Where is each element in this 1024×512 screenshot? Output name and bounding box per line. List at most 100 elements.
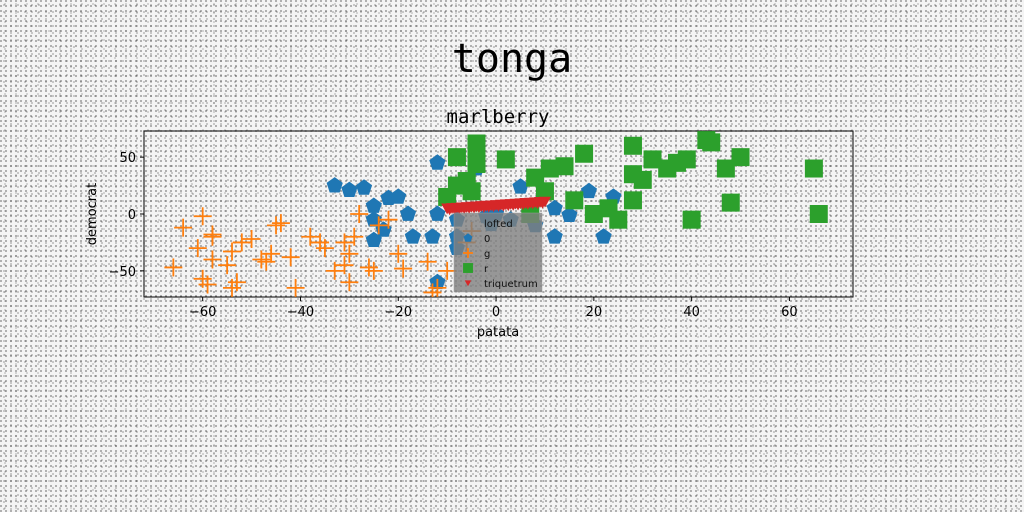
legend-label: 0 [484,234,490,245]
data-point-g [281,248,300,267]
data-point-0 [580,182,597,199]
data-point-g [423,283,442,297]
data-point-r [565,191,584,210]
data-point-0 [365,197,382,213]
legend: lofted 0 gr triquetrum [453,212,543,293]
data-point-g [389,244,408,263]
data-point-g [252,250,271,269]
data-point-g [311,233,330,252]
data-point-g [340,273,359,292]
data-point-r [623,191,642,210]
x-tick-label: −20 [385,305,412,320]
data-point-0 [595,228,612,244]
y-tick-label: −50 [109,265,136,280]
data-point-r [623,136,642,155]
data-point-r [609,210,628,229]
data-point-g [223,242,242,261]
data-point-r [809,205,828,223]
data-point-triquetrum [536,197,549,209]
data-point-g [286,278,305,297]
data-point-g [174,218,193,237]
data-point-g [267,216,286,235]
series-r [438,131,828,229]
data-point-g [359,258,378,277]
plot-title: marlberry [447,106,550,128]
data-point-r [633,170,652,189]
data-point-0 [429,205,446,221]
y-axis-label: democrat [85,183,100,245]
data-point-g [203,225,222,244]
data-point-g [232,233,251,252]
figure-title: tonga [451,36,573,82]
data-point-r [467,140,486,159]
data-point-0 [365,231,382,247]
data-point-0 [326,177,343,193]
data-point-0 [404,228,421,244]
data-point-r [535,182,554,201]
x-tick-label: 40 [683,305,700,320]
data-point-r [702,133,721,152]
data-point-g [262,244,281,263]
x-tick-label: 20 [586,305,603,320]
x-tick-label: −60 [189,305,216,320]
data-point-r [716,159,735,178]
data-point-0 [561,206,578,222]
data-point-g [428,278,447,297]
data-point-r [575,144,594,163]
data-point-0 [356,179,373,195]
x-tick-label: 0 [492,305,500,320]
y-tick-label: 0 [128,208,136,223]
data-point-g [203,250,222,269]
x-axis-label: patata [477,325,519,340]
data-point-g [438,261,457,280]
data-point-0 [546,228,563,244]
data-point-r [804,159,823,178]
data-point-0 [390,188,407,204]
legend-label: g [484,249,490,260]
data-point-r [540,159,559,178]
data-point-r [526,168,545,187]
y-axis: −50 0 50 [109,151,144,280]
data-point-0 [512,178,529,194]
data-point-r [467,154,486,173]
data-point-g [369,216,388,235]
data-point-g [335,233,354,252]
data-point-g [188,239,207,258]
data-point-r [731,148,750,167]
legend-title: lofted [484,219,513,230]
legend-marker-0 [463,233,473,242]
data-point-0 [429,154,446,170]
x-axis: −60 −40 −20 0 20 40 60 [189,297,798,320]
data-point-g [218,256,237,275]
x-tick-label: 60 [781,305,798,320]
legend-marker-g [463,248,473,258]
data-point-g [198,275,217,294]
data-point-r [457,172,476,191]
data-point-r [677,150,696,169]
legend-marker-r [463,263,473,273]
data-point-g [345,227,364,246]
data-point-g [418,252,437,271]
data-point-g [335,256,354,275]
data-point-g [340,244,359,263]
data-point-r [438,187,457,206]
data-point-r [584,205,603,223]
data-point-r [721,193,740,212]
data-point-0 [341,181,358,197]
data-point-g [242,230,261,249]
y-tick-label: 50 [119,151,136,166]
data-point-g [271,214,290,233]
data-point-r [447,148,466,167]
data-point-g [350,205,369,223]
data-point-r [496,150,515,169]
data-point-0 [424,228,441,244]
data-point-g [325,261,344,280]
x-tick-label: −40 [287,305,314,320]
data-point-g [164,258,183,277]
data-point-g [257,252,276,271]
data-point-g [379,210,398,229]
data-point-g [301,227,320,246]
data-point-r [682,210,701,229]
data-point-0 [400,205,417,221]
